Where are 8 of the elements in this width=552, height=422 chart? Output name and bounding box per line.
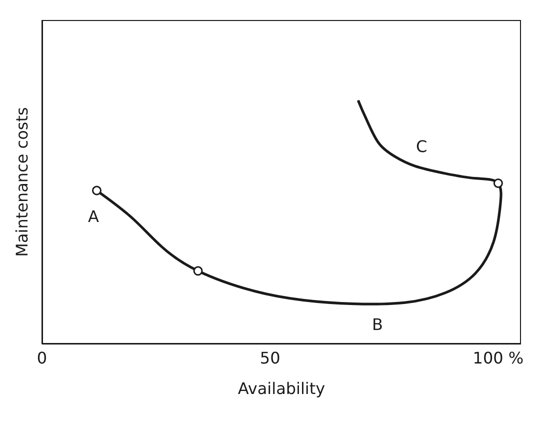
- annotation: C: [416, 137, 428, 156]
- annotation: A: [88, 207, 99, 226]
- x-tick-label: 0: [36, 348, 48, 368]
- x-axis-title: Availability: [238, 379, 326, 398]
- x-tick-label: 100 %: [472, 348, 524, 368]
- x-tick-label: 50: [260, 348, 280, 368]
- y-axis-title: Maintenance costs: [12, 107, 32, 257]
- annotation: B: [372, 315, 383, 334]
